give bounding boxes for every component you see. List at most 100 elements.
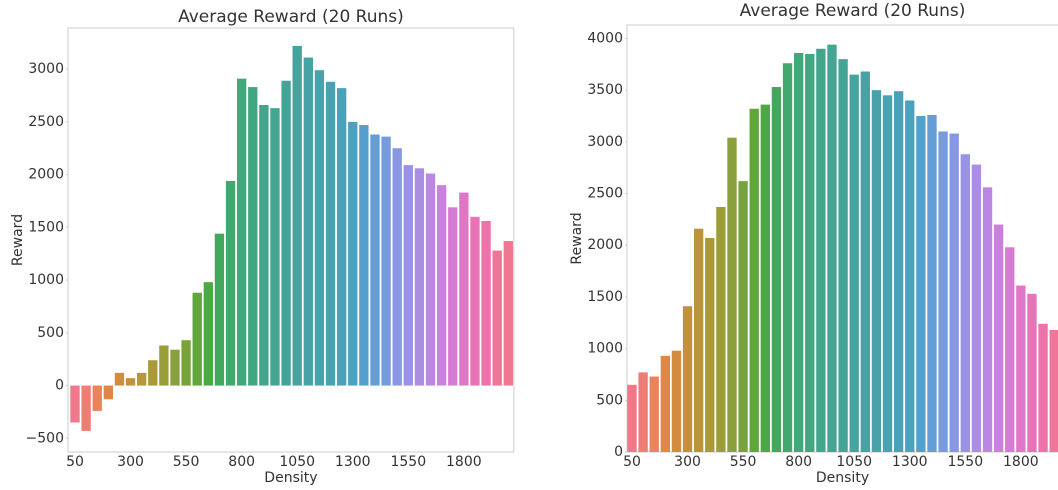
y-tick-label: 0 <box>55 378 64 394</box>
bar <box>849 74 859 452</box>
bar <box>214 233 225 386</box>
bar <box>805 53 815 452</box>
bar <box>136 372 147 386</box>
x-tick-label: 1300 <box>335 454 371 470</box>
y-tick-label: −500 <box>26 430 64 446</box>
bar <box>1038 323 1048 452</box>
bar <box>381 136 391 386</box>
bar <box>225 180 236 386</box>
bar <box>70 385 80 423</box>
bar <box>982 187 993 453</box>
bar <box>325 81 336 386</box>
bar <box>893 91 904 452</box>
bar <box>927 114 937 452</box>
bar <box>370 134 380 386</box>
bar <box>649 376 659 452</box>
bar <box>838 59 848 452</box>
y-tick-label: 3000 <box>28 61 64 77</box>
bar <box>392 148 402 386</box>
bar <box>292 45 302 386</box>
bar <box>103 385 113 400</box>
x-tick-label: 1050 <box>279 454 315 470</box>
bar <box>1016 285 1026 452</box>
x-tick-label: 1550 <box>390 454 426 470</box>
bar <box>971 164 982 452</box>
y-tick-label: 2000 <box>28 167 64 183</box>
y-tick-label: 1000 <box>587 341 623 357</box>
bar <box>693 228 704 452</box>
bar <box>248 87 258 386</box>
plot-frame <box>626 24 1058 453</box>
x-tick-label: 800 <box>228 454 255 470</box>
y-tick-label: 0 <box>614 444 623 460</box>
bar <box>125 378 136 386</box>
y-tick-label: 2500 <box>28 114 64 130</box>
x-tick-label: 1550 <box>947 454 983 470</box>
bar <box>503 241 513 386</box>
plot-frame <box>67 27 515 453</box>
bar <box>938 131 948 453</box>
bar <box>1005 247 1015 452</box>
x-tick-label: 1800 <box>1003 454 1039 470</box>
x-tick-label: 550 <box>730 454 757 470</box>
bar <box>459 192 469 386</box>
bar <box>281 80 291 386</box>
x-tick-label: 1300 <box>892 454 928 470</box>
bar <box>259 104 269 386</box>
chart-title: Average Reward (20 Runs) <box>178 7 404 27</box>
bar <box>827 44 837 452</box>
chart-title: Average Reward (20 Runs) <box>740 1 966 21</box>
bar <box>760 104 770 452</box>
bar <box>403 165 413 386</box>
bar <box>192 292 202 386</box>
bar <box>348 121 358 386</box>
x-tick-label: 300 <box>117 454 144 470</box>
bar <box>682 306 693 452</box>
bar <box>860 71 870 452</box>
bar <box>81 385 91 431</box>
bar <box>359 125 369 386</box>
y-tick-label: 1500 <box>28 219 64 235</box>
bar <box>793 52 804 452</box>
bar <box>749 108 759 453</box>
bar <box>170 349 180 386</box>
bar <box>716 206 726 452</box>
y-tick-label: 500 <box>37 325 64 341</box>
bar <box>949 133 959 452</box>
bar <box>782 63 793 452</box>
x-tick-label: 50 <box>66 454 84 470</box>
bar <box>771 87 782 452</box>
y-tick-label: 4000 <box>587 30 623 46</box>
x-axis-label: Density <box>816 470 869 486</box>
bar <box>148 360 158 386</box>
bar <box>470 216 480 386</box>
bar <box>1027 293 1037 452</box>
bar <box>671 350 682 452</box>
x-tick-label: 1800 <box>446 454 482 470</box>
bar <box>436 185 447 386</box>
bar <box>425 173 436 386</box>
bar <box>181 340 191 386</box>
y-tick-label: 1500 <box>587 289 623 305</box>
y-tick-label: 2000 <box>587 237 623 253</box>
bar <box>203 282 213 386</box>
bar <box>916 115 926 453</box>
bar <box>492 250 502 386</box>
bar <box>882 95 893 452</box>
x-tick-label: 550 <box>173 454 200 470</box>
y-tick-label: 3000 <box>587 134 623 150</box>
bar <box>314 70 325 386</box>
bar <box>303 57 313 386</box>
y-axis-label: Reward <box>10 214 26 266</box>
bar <box>1049 330 1058 452</box>
bar <box>92 385 102 411</box>
bar <box>993 224 1004 452</box>
bar <box>159 345 169 386</box>
bar <box>871 90 882 452</box>
x-tick-label: 50 <box>623 454 641 470</box>
x-tick-label: 1050 <box>836 454 872 470</box>
bar <box>905 100 915 452</box>
bar <box>705 237 715 452</box>
y-tick-label: 3500 <box>587 82 623 98</box>
